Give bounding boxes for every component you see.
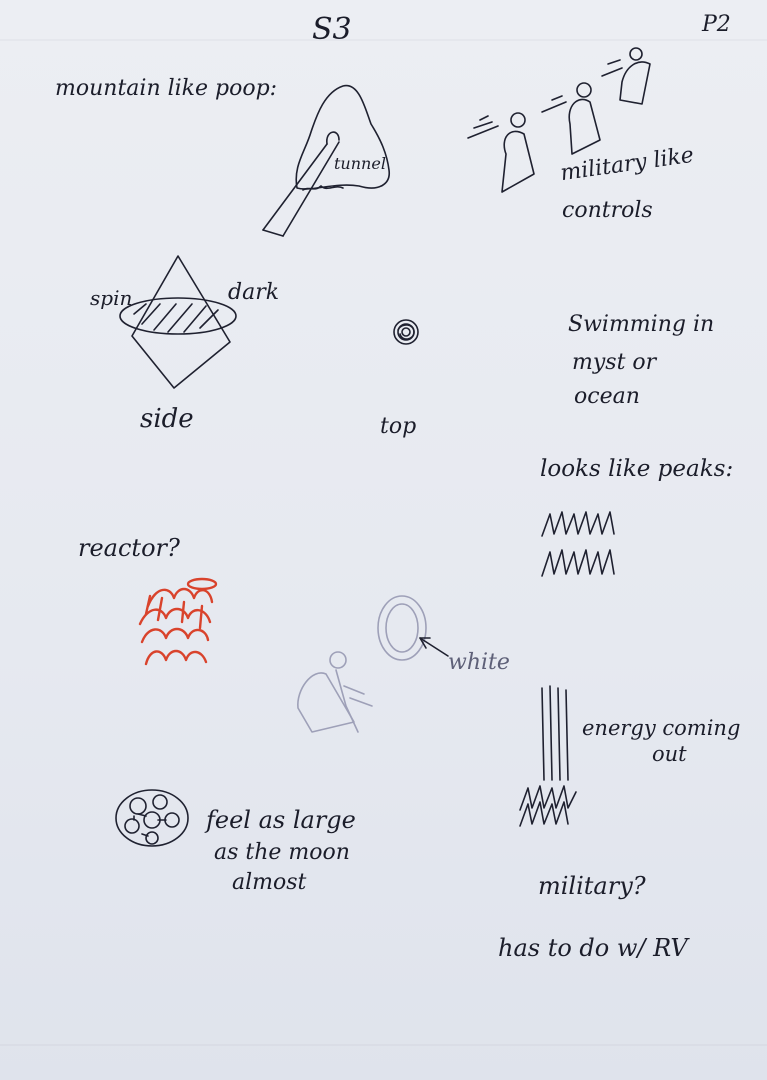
spinning-cone-side-sketch <box>119 255 237 389</box>
page-number: P2 <box>702 12 731 37</box>
note-dark: dark <box>228 280 280 305</box>
note-white: white <box>448 650 510 675</box>
note-swimming-1: Swimming in <box>568 312 715 337</box>
label-top-view: top <box>380 414 417 439</box>
note-large-1: feel as large <box>206 806 356 834</box>
energy-beam-sketch <box>519 685 577 827</box>
note-reactor: reactor? <box>78 534 180 562</box>
pencil-figure-sketch <box>297 651 373 733</box>
geodesic-sphere-sketch <box>115 789 189 847</box>
note-energy-2: out <box>652 742 687 766</box>
label-side-view: side <box>140 404 194 434</box>
note-energy-1: energy coming <box>582 716 741 740</box>
note-military-question: military? <box>538 872 646 900</box>
note-large-2: as the moon <box>214 840 350 865</box>
reactor-sketch <box>138 577 218 666</box>
military-controls-sketch <box>467 47 651 193</box>
mountain-tunnel-sketch <box>262 85 390 237</box>
peaks-sketch <box>541 511 615 577</box>
note-military-controls-2: controls <box>562 198 653 223</box>
page-title: S3 <box>312 12 352 47</box>
note-swimming-2: myst or <box>572 350 657 375</box>
note-large-3: almost <box>232 870 307 895</box>
note-spin: spin <box>90 286 133 310</box>
spinning-cone-top-sketch <box>393 319 419 345</box>
note-tunnel: tunnel <box>334 154 386 173</box>
note-swimming-3: ocean <box>574 384 640 409</box>
note-rv: has to do w/ RV <box>498 934 688 962</box>
white-ring-sketch <box>377 595 449 661</box>
note-peaks: looks like peaks: <box>540 456 734 482</box>
note-mountain: mountain like poop: <box>55 76 278 101</box>
